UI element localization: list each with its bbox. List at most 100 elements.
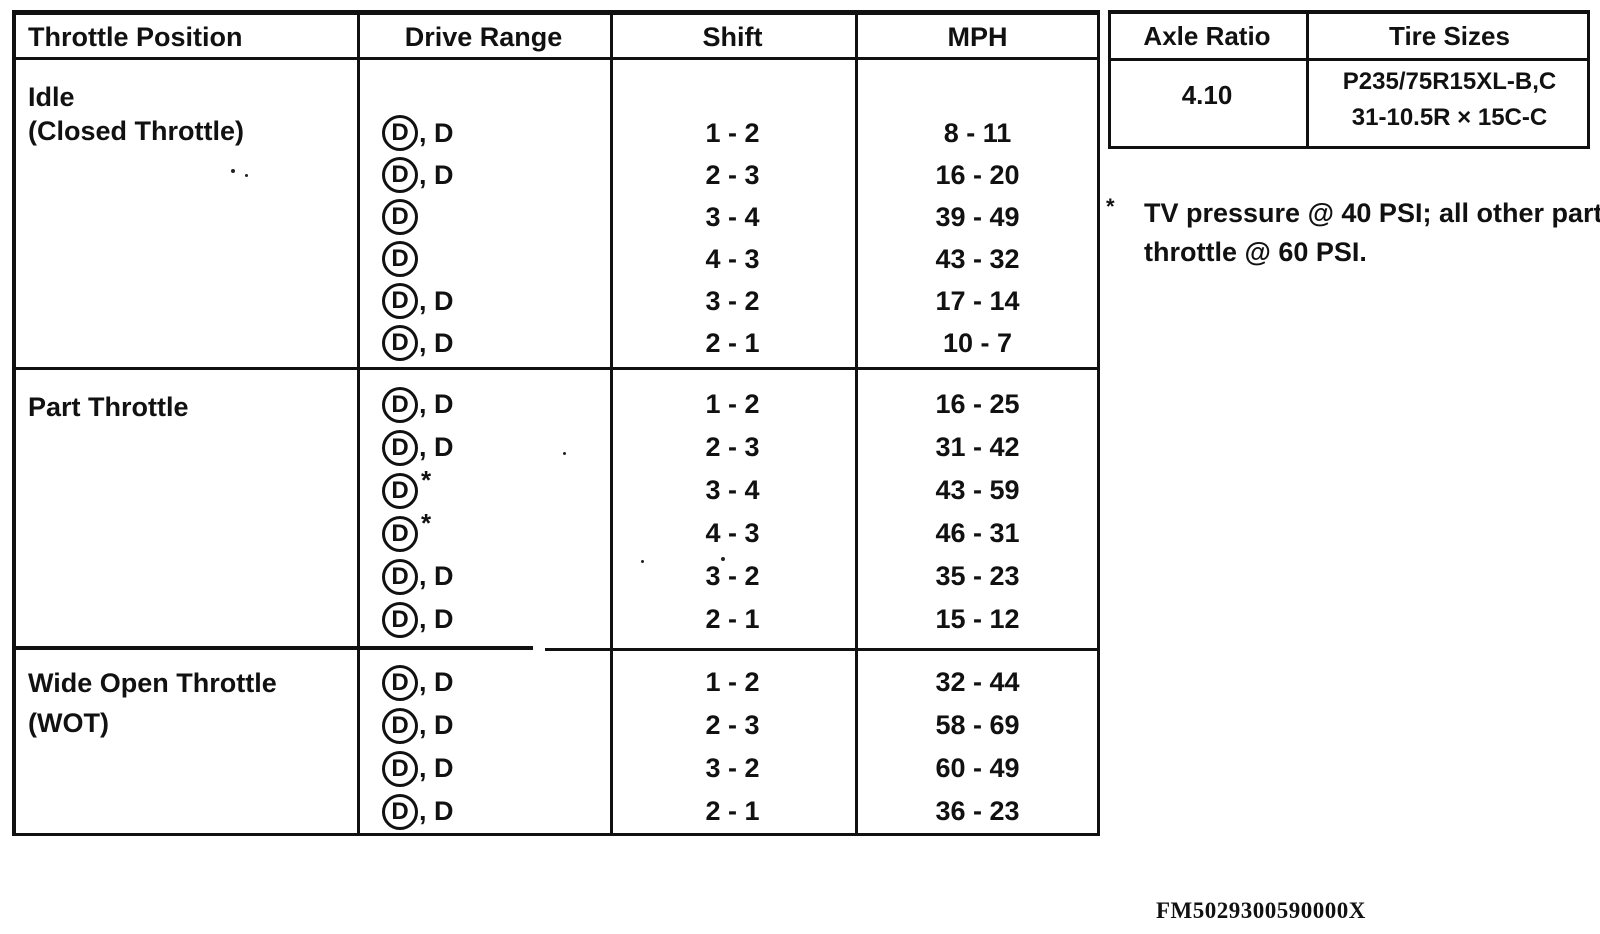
drive-range-cell: D, D [382, 661, 607, 704]
shift-cell: 4 - 3 [705, 518, 760, 548]
column-separator [855, 10, 858, 836]
shift-cell: 2 - 1 [705, 604, 760, 634]
circled-d-symbol: D [382, 472, 418, 509]
shift-cell: 2 - 3 [705, 159, 760, 190]
circled-d-symbol: D [382, 325, 418, 361]
shift-cell: 1 - 2 [705, 389, 760, 419]
table-row: D, D 3 - 2 60 - 49 [357, 747, 1100, 790]
shift-cell: 2 - 1 [705, 327, 760, 358]
circled-d-symbol: D [382, 793, 418, 830]
scan-artifact [563, 452, 566, 455]
mph-cell: 35 - 23 [935, 561, 1020, 591]
mph-cell: 31 - 42 [935, 432, 1020, 462]
shift-cell: 2 - 3 [705, 432, 760, 462]
table-row: D, D 3 - 2 17 - 14 [357, 280, 1100, 322]
mph-cell: 60 - 49 [935, 753, 1020, 783]
drive-suffix: , D [419, 159, 454, 190]
mph-cell: 43 - 32 [935, 243, 1020, 274]
drive-range-cell: D, D [382, 747, 607, 790]
axle-table-border [1108, 10, 1590, 149]
table-row: D, D 2 - 1 15 - 12 [357, 598, 1100, 641]
column-header-tire-sizes: Tire Sizes [1389, 21, 1510, 51]
table-row: D, D 1 - 2 8 - 11 [357, 112, 1100, 154]
shift-cell: 3 - 4 [705, 201, 760, 232]
scan-artifact [231, 169, 235, 173]
table-row: D, D 2 - 3 16 - 20 [357, 154, 1100, 196]
circled-d-symbol: D [382, 707, 418, 744]
table-row: D * 4 - 3 46 - 31 [357, 508, 1100, 555]
drive-range-cell: D, D [382, 790, 607, 833]
shift-table-border [12, 10, 1100, 836]
circled-d-symbol: D [382, 515, 418, 552]
mph-cell: 16 - 25 [935, 389, 1020, 419]
table-row: D, D 1 - 2 16 - 25 [357, 383, 1100, 426]
footnote-marker: * [421, 465, 432, 495]
column-header-axle-ratio: Axle Ratio [1143, 21, 1271, 51]
table-row: D 3 - 4 39 - 49 [357, 196, 1100, 238]
drive-range-cell: D, D [382, 112, 607, 154]
drive-suffix: , D [419, 117, 454, 148]
footnote-line2: throttle @ 60 PSI. [1144, 237, 1367, 267]
circled-d-symbol: D [382, 601, 418, 638]
shift-cell: 2 - 3 [705, 710, 760, 740]
scan-artifact [721, 557, 725, 561]
circled-d-symbol: D [382, 750, 418, 787]
drive-suffix: , D [419, 561, 454, 591]
shift-cell: 4 - 3 [705, 243, 760, 274]
drive-suffix: , D [419, 432, 454, 462]
drive-range-cell: D, D [382, 154, 607, 196]
mph-cell: 8 - 11 [943, 117, 1012, 148]
circled-d-symbol: D [382, 157, 418, 193]
table-row: D, D 3 - 2 35 - 23 [357, 555, 1100, 598]
mph-cell: 16 - 20 [935, 159, 1020, 190]
header-separator [1108, 58, 1590, 61]
mph-cell: 58 - 69 [935, 710, 1020, 740]
section-label-idle-line2: (Closed Throttle) [28, 116, 244, 146]
drive-suffix: , D [419, 796, 454, 826]
mph-cell: 17 - 14 [935, 285, 1020, 316]
drive-range-cell: D * [382, 508, 607, 555]
drive-range-cell: D [382, 238, 607, 280]
column-separator [1306, 10, 1309, 149]
section-separator [545, 648, 1100, 651]
document-code: FM5029300590000X [1156, 898, 1366, 923]
shift-cell: 3 - 4 [705, 475, 760, 505]
shift-cell: 3 - 2 [705, 753, 760, 783]
drive-range-cell: D [382, 196, 607, 238]
column-separator [357, 10, 360, 836]
section-label-part-throttle: Part Throttle [28, 392, 189, 422]
drive-range-cell: D, D [382, 280, 607, 322]
circled-d-symbol: D [382, 115, 418, 151]
column-header-mph: MPH [947, 22, 1008, 52]
mph-cell: 43 - 59 [935, 475, 1020, 505]
drive-suffix: , D [419, 667, 454, 697]
drive-range-cell: D * [382, 465, 607, 512]
tire-size-line2: 31-10.5R × 15C-C [1351, 104, 1548, 131]
table-row: D * 3 - 4 43 - 59 [357, 465, 1100, 512]
section-label-wot: Wide Open Throttle [28, 668, 277, 698]
drive-range-cell: D, D [382, 555, 607, 598]
circled-d-symbol: D [382, 429, 418, 466]
circled-d-symbol: D [382, 386, 418, 423]
shift-cell: 3 - 2 [705, 285, 760, 316]
shift-cell: 3 - 2 [705, 561, 760, 591]
mph-cell: 36 - 23 [935, 796, 1020, 826]
shift-cell: 1 - 2 [705, 117, 760, 148]
drive-suffix: , D [419, 327, 454, 358]
table-row: D, D 2 - 1 36 - 23 [357, 790, 1100, 833]
column-header-shift: Shift [702, 22, 763, 52]
drive-range-cell: D, D [382, 322, 607, 364]
circled-d-symbol: D [382, 199, 418, 235]
section-separator [12, 646, 533, 650]
table-row: D, D 2 - 3 31 - 42 [357, 426, 1100, 469]
section-label-wot-line2: (WOT) [28, 708, 109, 738]
drive-range-cell: D, D [382, 426, 607, 469]
table-row: D, D 1 - 2 32 - 44 [357, 661, 1100, 704]
drive-suffix: , D [419, 389, 454, 419]
column-header-throttle-position: Throttle Position [28, 22, 243, 52]
table-row: D, D 2 - 3 58 - 69 [357, 704, 1100, 747]
